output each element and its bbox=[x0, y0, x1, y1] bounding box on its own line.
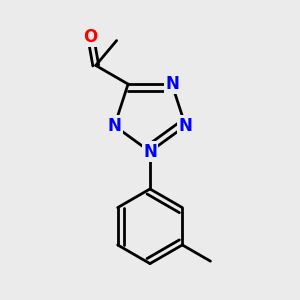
Text: N: N bbox=[143, 142, 157, 160]
Text: O: O bbox=[83, 28, 98, 46]
Text: N: N bbox=[108, 117, 122, 135]
Text: N: N bbox=[165, 75, 179, 93]
Text: N: N bbox=[178, 117, 192, 135]
